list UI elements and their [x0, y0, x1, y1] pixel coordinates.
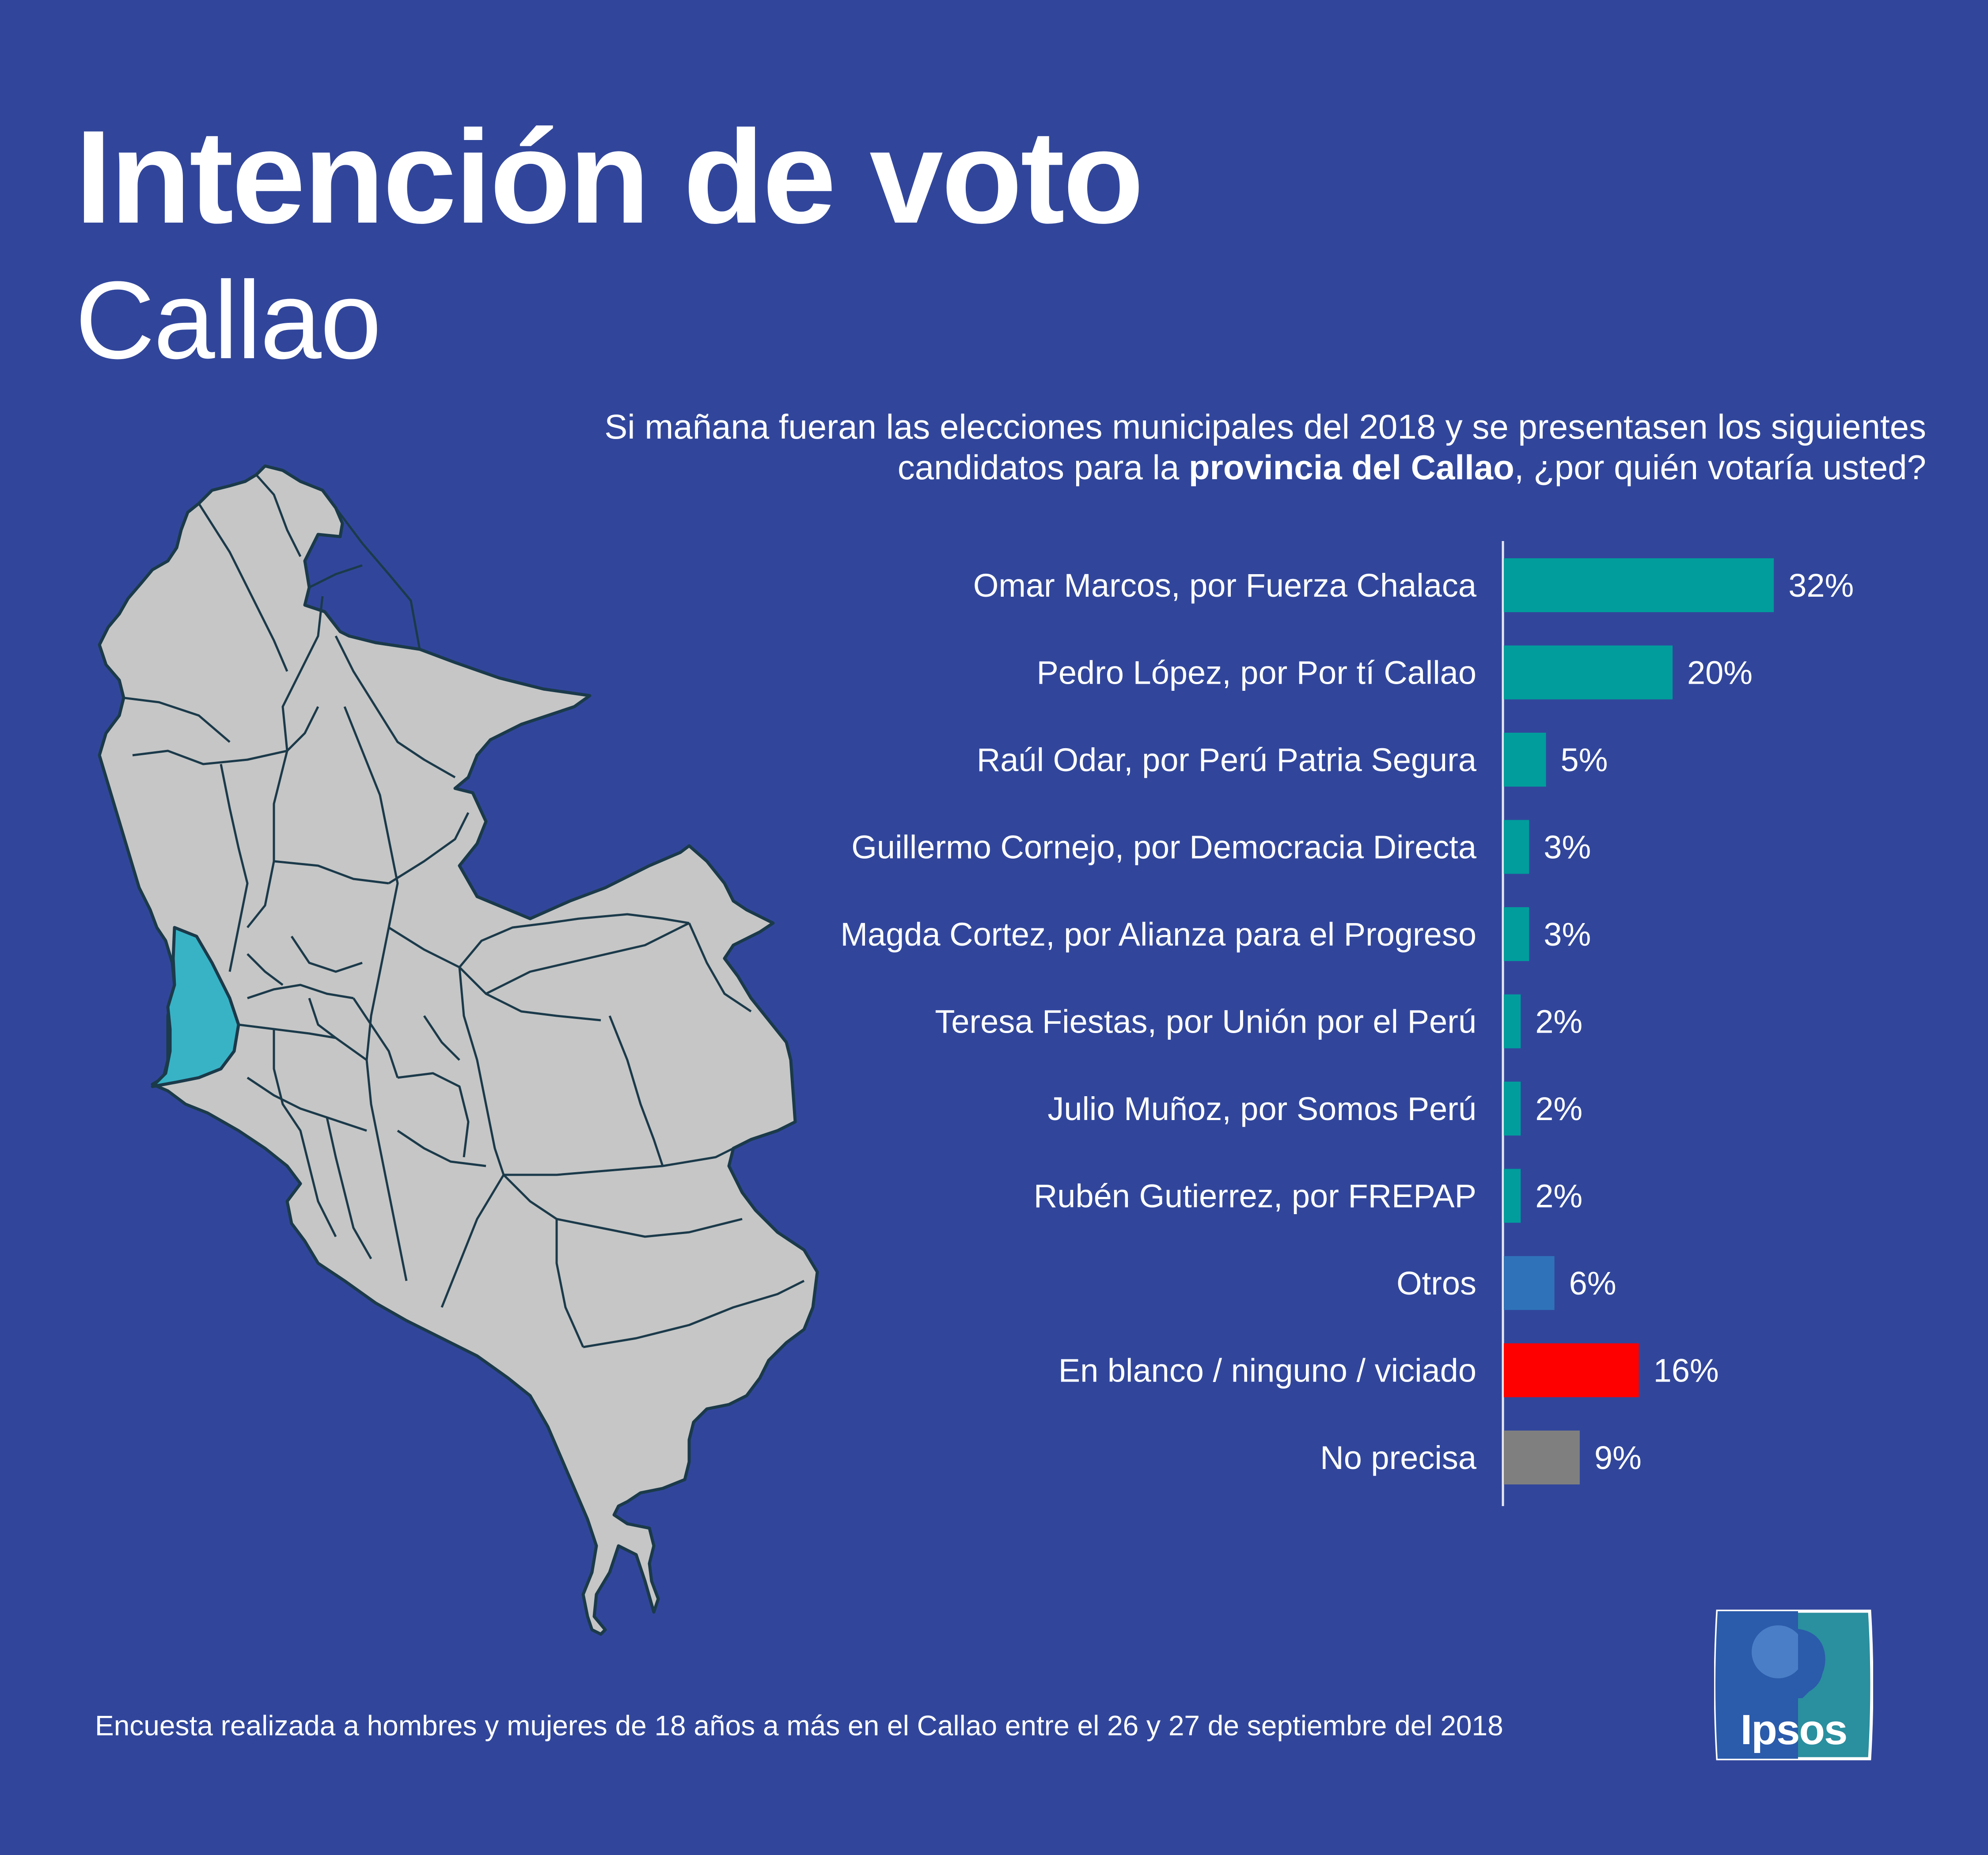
value-label-10: 9% [1594, 1439, 1642, 1476]
value-label-7: 2% [1535, 1178, 1582, 1215]
category-label-6: Julio Muñoz, por Somos Perú [1047, 1090, 1476, 1127]
value-label-3: 3% [1544, 829, 1591, 866]
page-title: Intención de voto [75, 102, 1144, 251]
question-line-1: Si mañana fueran las elecciones municipa… [604, 407, 1926, 446]
question-line-2: candidatos para la provincia del Callao,… [508, 447, 1926, 488]
bar-9 [1504, 1343, 1639, 1397]
ipsos-logo: Ipsos [1714, 1608, 1874, 1762]
bar-3 [1504, 820, 1529, 874]
value-label-6: 2% [1535, 1090, 1582, 1127]
value-label-2: 5% [1561, 742, 1608, 778]
value-label-1: 20% [1687, 655, 1753, 691]
bar-5 [1504, 994, 1521, 1049]
district-borders [123, 474, 805, 1348]
category-label-0: Omar Marcos, por Fuerza Chalaca [973, 567, 1477, 604]
lima-region-map [98, 464, 819, 1636]
category-label-3: Guillermo Cornejo, por Democracia Direct… [851, 829, 1477, 866]
lima-region-shape [98, 464, 819, 1636]
category-label-1: Pedro López, por Por tí Callao [1037, 655, 1476, 691]
value-label-8: 6% [1569, 1265, 1616, 1302]
value-label-4: 3% [1544, 916, 1591, 953]
bar-0 [1504, 558, 1774, 612]
page-subtitle: Callao [75, 258, 382, 382]
bar-10 [1504, 1431, 1580, 1484]
bar-6 [1504, 1082, 1521, 1136]
bar-7 [1504, 1169, 1521, 1223]
question-line-2-end: , ¿por quién votaría usted? [1514, 448, 1926, 487]
logo-text: Ipsos [1740, 1706, 1848, 1753]
question-highlight: provincia del Callao [1188, 448, 1514, 487]
category-label-10: No precisa [1320, 1439, 1477, 1476]
category-label-2: Raúl Odar, por Perú Patria Segura [977, 742, 1477, 778]
bar-8 [1504, 1256, 1555, 1310]
bar-2 [1504, 733, 1546, 787]
category-label-8: Otros [1396, 1265, 1476, 1302]
category-label-4: Magda Cortez, por Alianza para el Progre… [840, 916, 1476, 953]
callao-highlight [151, 926, 240, 1088]
survey-footnote: Encuesta realizada a hombres y mujeres d… [95, 1710, 1503, 1741]
survey-question: Si mañana fueran las elecciones municipa… [508, 406, 1926, 488]
bar-1 [1504, 645, 1673, 700]
value-label-0: 32% [1788, 567, 1854, 604]
bar-4 [1504, 907, 1529, 961]
category-label-5: Teresa Fiestas, por Unión por el Perú [935, 1003, 1476, 1040]
value-label-9: 16% [1654, 1352, 1719, 1389]
question-line-2-start: candidatos para la [897, 448, 1189, 487]
value-label-5: 2% [1535, 1003, 1582, 1040]
category-label-9: En blanco / ninguno / viciado [1058, 1352, 1476, 1389]
category-label-7: Rubén Gutierrez, por FREPAP [1034, 1178, 1476, 1215]
